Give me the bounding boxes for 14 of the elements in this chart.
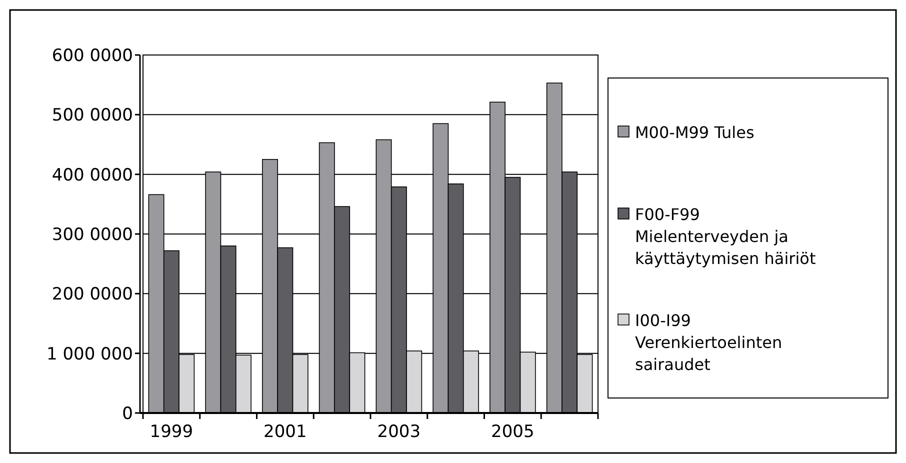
y-tick-label: 400 0000 xyxy=(52,165,133,186)
x-tick-label: 2001 xyxy=(264,422,307,442)
y-tick-label: 300 0000 xyxy=(52,224,133,245)
y-tick-label: 500 0000 xyxy=(52,106,133,126)
y-tick-label: 600 0000 xyxy=(52,46,133,66)
legend-label: I00-I99 Verenkiertoelinten sairaudet xyxy=(635,311,782,374)
y-tick-label: 200 0000 xyxy=(52,284,133,305)
x-tick-label: 2003 xyxy=(377,422,421,442)
x-tick-label: 2005 xyxy=(491,422,534,442)
y-tick-label: 1 000 000 xyxy=(46,344,133,364)
y-tick-label: 0 xyxy=(122,404,133,424)
legend-label: M00-M99 Tules xyxy=(635,123,754,142)
x-tick-label: 1999 xyxy=(150,422,194,442)
legend-label: F00-F99 Mielenterveyden ja käyttäytymisen häiriöt xyxy=(635,205,816,268)
